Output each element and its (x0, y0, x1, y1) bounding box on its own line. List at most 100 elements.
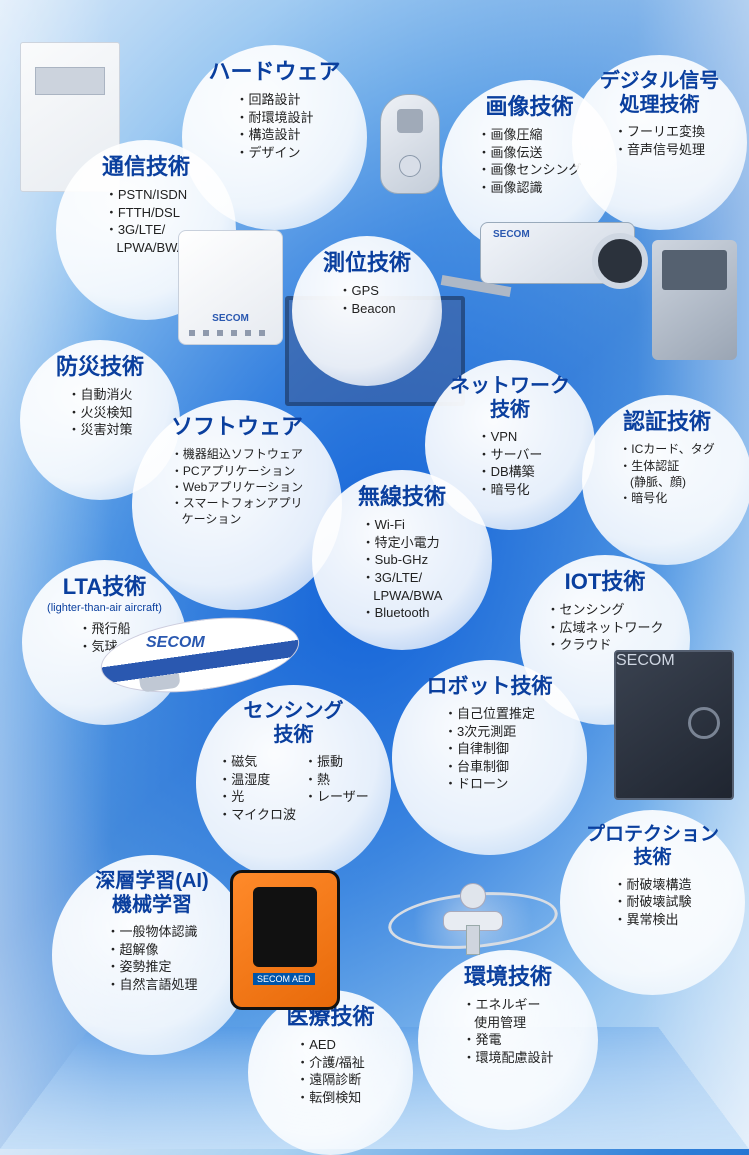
bubble-item: DB構築 (478, 463, 543, 481)
airship-label: SECOM (146, 634, 205, 652)
bubble-items: 一般物体認識超解像姿勢推定自然言語処理 (106, 923, 197, 993)
bubble-title: LTA技術 (63, 574, 147, 600)
bubble-item: 飛行船 (78, 620, 130, 638)
bubble-title: ロボット技術 (427, 674, 553, 699)
bubble-item: 災害対策 (67, 421, 132, 439)
bubble-items: PSTN/ISDNFTTH/DSL3G/LTE/LPWA/BWA (105, 186, 187, 256)
camera-label: SECOM (493, 229, 530, 240)
bubble-items: 自動消火火災検知災害対策 (67, 386, 132, 439)
bubble-item: 音声信号処理 (614, 141, 705, 159)
bubble-title: 画像技術 (485, 94, 573, 120)
bubble-item: 耐破壊試験 (613, 893, 691, 911)
bubble-title: 深層学習(AI)機械学習 (95, 869, 208, 917)
bubble-item: スマートフォンアプリケーション (171, 495, 303, 527)
bubble-item: 生体認証(静脈、顔) (619, 458, 715, 490)
safe-device: SECOM (614, 650, 734, 800)
bubble-item: フーリエ変換 (614, 123, 705, 141)
bubble-software: ソフトウェア機器組込ソフトウェアPCアプリケーションWebアプリケーションスマー… (132, 400, 342, 610)
drone-device (388, 875, 558, 965)
bubble-item: 画像センシング (477, 161, 581, 179)
bubble-item: Beacon (338, 300, 395, 318)
bubble-item: 画像伝送 (477, 144, 581, 162)
bubble-medical: 医療技術AED介護/福祉遠隔診断転倒検知 (248, 990, 413, 1155)
bubble-item: Wi-Fi (362, 516, 443, 534)
bubble-item: 3G/LTE/LPWA/BWA (105, 221, 187, 256)
bubble-title: センシング技術 (244, 699, 344, 747)
bubble-item: デザイン (235, 144, 313, 162)
bubble-title: 環境技術 (464, 964, 552, 990)
bubble-item: 3次元測距 (444, 723, 535, 741)
bubble-item: 3G/LTE/LPWA/BWA (362, 569, 443, 604)
bubble-item: 一般物体認識 (106, 923, 197, 941)
bubble-item: AED (296, 1036, 365, 1054)
bubble-deeplearning: 深層学習(AI)機械学習一般物体認識超解像姿勢推定自然言語処理 (52, 855, 252, 1055)
bubble-items: Wi-Fi特定小電力Sub-GHz3G/LTE/LPWA/BWABluetoot… (362, 516, 443, 621)
bubble-title: 無線技術 (358, 484, 446, 510)
bubble-title: IOT技術 (565, 569, 646, 595)
bubble-title: 測位技術 (323, 250, 411, 276)
security-camera-device: SECOM (480, 222, 635, 284)
bubble-item: 異常検出 (613, 911, 691, 929)
bubble-item: 磁気 (218, 753, 296, 771)
bubble-items: VPNサーバーDB構築暗号化 (478, 428, 543, 498)
bubble-dsp: デジタル信号処理技術フーリエ変換音声信号処理 (572, 55, 747, 230)
bubble-title: デジタル信号処理技術 (600, 69, 720, 117)
bubble-item: Bluetooth (362, 604, 443, 622)
bubble-title: ソフトウェア (171, 414, 303, 440)
bubble-item: ドローン (444, 775, 535, 793)
bubble-item: マイクロ波 (218, 806, 296, 824)
bubble-item: FTTH/DSL (105, 204, 187, 222)
bubble-item: 火災検知 (67, 404, 132, 422)
bubble-item: 光 (218, 788, 296, 806)
bubble-item: レーザー (304, 788, 369, 806)
bubble-auth: 認証技術ICカード、タグ生体認証(静脈、顔)暗号化 (582, 395, 749, 565)
bubble-item: 姿勢推定 (106, 958, 197, 976)
router-device: SECOM (178, 230, 283, 345)
bubble-item: Webアプリケーション (171, 479, 303, 495)
bubble-items: 画像圧縮画像伝送画像センシング画像認識 (477, 126, 581, 196)
bubble-items: 機器組込ソフトウェアPCアプリケーションWebアプリケーションスマートフォンアプ… (171, 446, 303, 527)
bubble-item: 台車制御 (444, 758, 535, 776)
bubble-items: フーリエ変換音声信号処理 (614, 123, 705, 158)
bubble-item: 暗号化 (619, 490, 715, 506)
bubble-sensing: センシング技術磁気振動温湿度熱光レーザーマイクロ波– (196, 685, 391, 880)
bubble-items: AED介護/福祉遠隔診断転倒検知 (296, 1036, 365, 1106)
bubble-item: 環境配慮設計 (462, 1049, 553, 1067)
bubble-items: 回路設計耐環境設計構造設計デザイン (235, 91, 313, 161)
bubble-item: サーバー (478, 446, 543, 464)
bubble-item: PSTN/ISDN (105, 186, 187, 204)
keypad-terminal-device (652, 240, 737, 360)
bubble-title: ハードウェア (208, 59, 340, 85)
bubble-title: プロテクション技術 (586, 824, 719, 870)
bubble-items: 自己位置推定3次元測距自律制御台車制御ドローン (444, 705, 535, 793)
aed-bag-device: SECOM AED (230, 870, 340, 1010)
bubble-item: 機器組込ソフトウェア (171, 446, 303, 462)
bubble-item: 転倒検知 (296, 1089, 365, 1107)
bubble-item: 耐環境設計 (235, 109, 313, 127)
bubble-item: 熱 (304, 771, 369, 789)
bubble-items: GPSBeacon (338, 282, 395, 317)
bubble-items: エネルギー使用管理発電環境配慮設計 (462, 996, 553, 1066)
bubble-title: 認証技術 (623, 409, 711, 435)
bubble-items: 磁気振動温湿度熱光レーザーマイクロ波– (218, 753, 369, 823)
bubble-item: 広域ネットワーク (546, 619, 663, 637)
bubble-item: Sub-GHz (362, 551, 443, 569)
pendant-tag-device (380, 94, 440, 194)
bubble-item: 介護/福祉 (296, 1054, 365, 1072)
bubble-item: 回路設計 (235, 91, 313, 109)
bubble-item: 自動消火 (67, 386, 132, 404)
bubble-item: 遠隔診断 (296, 1071, 365, 1089)
bubble-items: 耐破壊構造耐破壊試験異常検出 (613, 876, 691, 929)
aed-label: SECOM AED (253, 973, 315, 985)
bubble-title: 防災技術 (56, 354, 144, 380)
bubble-item: 発電 (462, 1031, 553, 1049)
bubble-item: エネルギー使用管理 (462, 996, 553, 1031)
bubble-item: PCアプリケーション (171, 463, 303, 479)
bubble-wireless: 無線技術 Wi-Fi特定小電力Sub-GHz3G/LTE/LPWA/BWABlue… (312, 470, 492, 650)
bubble-item: 自然言語処理 (106, 976, 197, 994)
bubble-item: 自己位置推定 (444, 705, 535, 723)
bubble-item: 画像圧縮 (477, 126, 581, 144)
router-label: SECOM (179, 313, 282, 324)
bubble-item: GPS (338, 282, 395, 300)
bubble-subtitle: (lighter-than-air aircraft) (47, 602, 162, 614)
